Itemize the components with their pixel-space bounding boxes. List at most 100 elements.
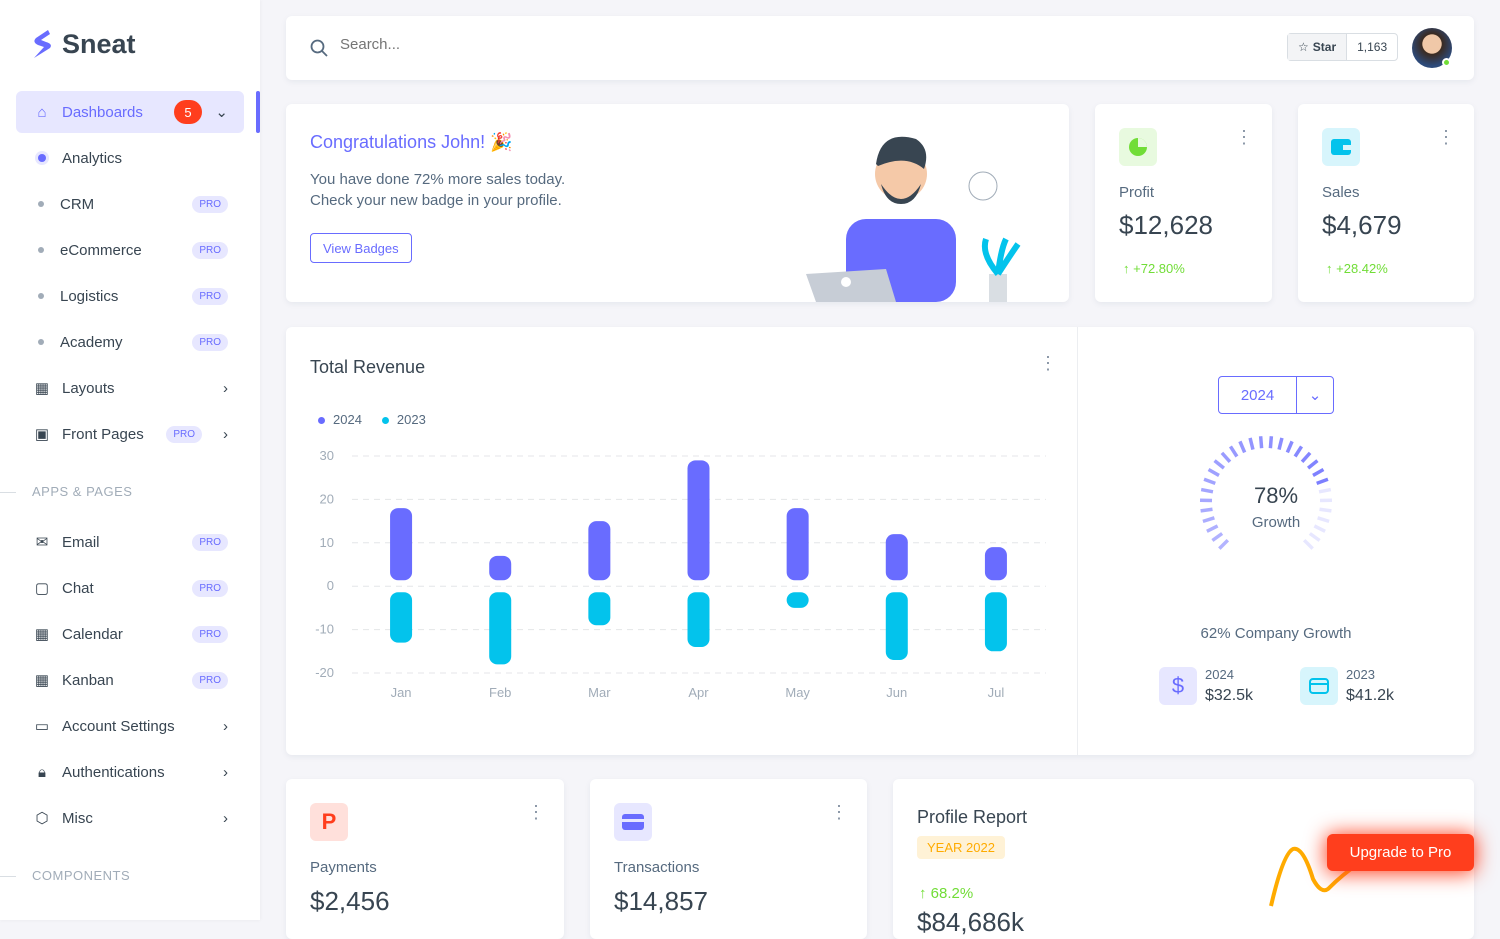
section-apps-pages: APPS & PAGES — [32, 484, 132, 499]
more-options-icon[interactable]: ⋮ — [830, 809, 836, 815]
sidebar-item-misc[interactable]: ⬡Misc› — [16, 797, 244, 839]
pro-badge: PRO — [192, 242, 228, 259]
calendar-icon: ▦ — [32, 624, 52, 644]
active-indicator — [256, 91, 260, 133]
pro-badge: PRO — [192, 288, 228, 305]
sales-value: $4,679 — [1322, 210, 1402, 241]
chevron-right-icon: › — [223, 764, 228, 781]
profit-card: ⋮ Profit $12,628 ↑ +72.80% — [1095, 104, 1272, 302]
front-pages-icon: ▣ — [32, 424, 52, 444]
gauge-tick — [1204, 479, 1215, 483]
stat-year: 2023 — [1346, 667, 1375, 682]
sidebar-item-analytics[interactable]: Analytics — [16, 137, 244, 179]
notification-badge: 5 — [174, 100, 202, 124]
pro-badge: PRO — [192, 580, 228, 597]
profit-label: Profit — [1119, 184, 1154, 201]
welcome-title: Congratulations John! 🎉 — [310, 132, 513, 153]
divider — [0, 876, 16, 877]
gauge-tick — [1240, 441, 1245, 452]
stat-year: 2024 — [1205, 667, 1234, 682]
gauge-tick — [1222, 453, 1230, 462]
arrow-up-icon: ↑ — [1123, 261, 1133, 276]
more-options-icon[interactable]: ⋮ — [1437, 134, 1443, 140]
sidebar-item-label: Account Settings — [62, 718, 175, 735]
sidebar-item-label: Logistics — [60, 288, 118, 305]
x-tick-label: Mar — [588, 685, 611, 700]
pro-badge: PRO — [192, 334, 228, 351]
brand-logo[interactable]: Sneat — [30, 28, 136, 60]
section-components: COMPONENTS — [32, 868, 130, 883]
sales-change: ↑ +28.42% — [1326, 261, 1388, 276]
view-badges-button[interactable]: View Badges — [310, 233, 412, 263]
profile-change: ↑ 68.2% — [919, 885, 973, 902]
more-options-icon[interactable]: ⋮ — [1235, 134, 1241, 140]
gauge-tick — [1230, 446, 1236, 456]
y-tick-label: -20 — [315, 665, 334, 680]
payments-card: P ⋮ Payments $2,456 — [286, 779, 564, 939]
gauge-tick — [1313, 470, 1323, 476]
chevron-right-icon: › — [223, 810, 228, 827]
transactions-card: ⋮ Transactions $14,857 — [590, 779, 867, 939]
year-select-dropdown[interactable]: 2024 ⌄ — [1218, 376, 1334, 414]
avatar[interactable] — [1412, 28, 1452, 68]
sidebar-item-logistics[interactable]: Logistics PRO — [16, 275, 244, 317]
more-options-icon[interactable]: ⋮ — [527, 809, 533, 815]
chevron-right-icon: › — [223, 380, 228, 397]
bullet-icon — [38, 293, 44, 299]
x-tick-label: Jul — [988, 685, 1005, 700]
sidebar-item-authentications[interactable]: 🔒︎Authentications› — [16, 751, 244, 793]
profile-value: $84,686k — [917, 907, 1024, 938]
sidebar-item-chat[interactable]: ▢ Chat PRO — [16, 567, 244, 609]
man-with-laptop-illustration — [806, 124, 1026, 302]
star-icon: ☆ — [1298, 40, 1309, 54]
gauge-tick — [1302, 453, 1310, 462]
gauge-tick — [1207, 526, 1218, 531]
wallet-icon — [1300, 667, 1338, 705]
search-input[interactable] — [340, 36, 740, 53]
welcome-text: You have done 72% more sales today. — [310, 171, 565, 188]
gauge-tick — [1212, 534, 1222, 541]
sidebar-item-label: Layouts — [62, 380, 115, 397]
company-growth-text: 62% Company Growth — [1176, 625, 1376, 642]
layouts-icon: ▦ — [32, 378, 52, 398]
kanban-icon: ▦ — [32, 670, 52, 690]
growth-label: Growth — [1226, 514, 1326, 531]
bullet-icon — [38, 247, 44, 253]
y-tick-label: -10 — [315, 622, 334, 637]
bar-2024-Apr — [688, 460, 710, 580]
bar-2023-Jul — [985, 592, 1007, 651]
chevron-right-icon: › — [223, 718, 228, 735]
gauge-tick — [1310, 534, 1320, 541]
sidebar-item-ecommerce[interactable]: eCommerce PRO — [16, 229, 244, 271]
upgrade-to-pro-button[interactable]: Upgrade to Pro — [1327, 834, 1474, 871]
gauge-tick — [1209, 470, 1219, 476]
sidebar-item-label: Academy — [60, 334, 123, 351]
github-star-button[interactable]: ☆Star 1,163 — [1287, 33, 1398, 61]
bullet-icon — [38, 154, 46, 162]
chat-icon: ▢ — [32, 578, 52, 598]
chart-pie-icon — [1119, 128, 1157, 166]
gauge-tick — [1308, 461, 1317, 469]
sidebar-item-label: Calendar — [62, 626, 123, 643]
sidebar-item-layouts[interactable]: ▦ Layouts › — [16, 367, 244, 409]
sneat-logo-icon — [30, 28, 54, 60]
pro-badge: PRO — [192, 672, 228, 689]
sidebar-item-academy[interactable]: Academy PRO — [16, 321, 244, 363]
pro-badge: PRO — [166, 426, 202, 443]
welcome-card: Congratulations John! 🎉 You have done 72… — [286, 104, 1069, 302]
sidebar-item-label: eCommerce — [60, 242, 142, 259]
y-tick-label: 30 — [320, 448, 334, 463]
sidebar-item-label: Chat — [62, 580, 94, 597]
bar-2023-Mar — [588, 592, 610, 625]
wallet-icon — [1322, 128, 1360, 166]
sidebar-item-account-settings[interactable]: ▭Account Settings› — [16, 705, 244, 747]
profit-value: $12,628 — [1119, 210, 1213, 241]
